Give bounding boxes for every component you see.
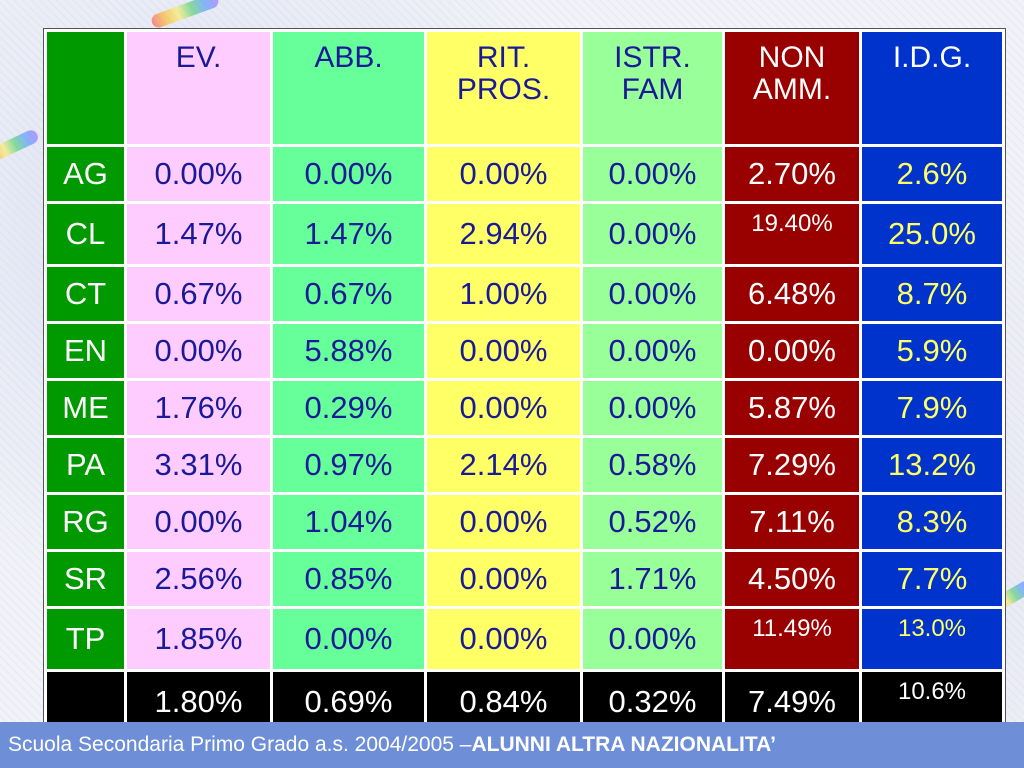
statistics-table: EV. ABB. RIT. PROS. ISTR. FAM NON AM [43, 28, 1006, 736]
non-cell: 7.29% [725, 438, 859, 492]
non-cell: 2.70% [725, 147, 859, 201]
idg-cell: 5.9% [862, 324, 1002, 378]
footer-caption: Scuola Secondaria Primo Grado a.s. 2004/… [0, 733, 776, 757]
header-line: PROS. [456, 72, 551, 106]
table-row: PA 3.31% 0.97% 2.14% 0.58% 7.29% 13.2% [47, 438, 1002, 492]
non-cell: 4.50% [725, 552, 859, 606]
ev-cell: 1.85% [127, 609, 270, 669]
abb-cell: 0.97% [273, 438, 424, 492]
ev-cell: 1.76% [127, 381, 270, 435]
abb-cell: 0.00% [273, 609, 424, 669]
header-istr-fam: ISTR. FAM [583, 32, 722, 144]
ist-cell: 0.00% [583, 324, 722, 378]
ist-cell: 1.71% [583, 552, 722, 606]
rit-cell: 0.00% [427, 381, 580, 435]
non-cell: 6.48% [725, 267, 859, 321]
statistics-table-container: EV. ABB. RIT. PROS. ISTR. FAM NON AM [43, 28, 1006, 736]
footer-highlight: ALUNNI ALTRA NAZIONALITA’ [471, 733, 776, 756]
ev-cell: 1.47% [127, 204, 270, 264]
header-row: EV. ABB. RIT. PROS. ISTR. FAM NON AM [47, 32, 1002, 144]
rit-cell: 0.00% [427, 609, 580, 669]
ev-cell: 3.31% [127, 438, 270, 492]
rit-cell: 0.00% [427, 147, 580, 201]
province-cell: PA [47, 438, 124, 492]
rit-cell: 0.00% [427, 495, 580, 549]
abb-cell: 0.00% [273, 147, 424, 201]
header-line: ABB. [314, 41, 383, 74]
header-ev: EV. [127, 32, 270, 144]
rit-cell: 2.94% [427, 204, 580, 264]
header-line: FAM [621, 72, 684, 106]
idg-cell: 13.0% [862, 609, 1002, 669]
ev-cell: 2.56% [127, 552, 270, 606]
idg-cell: 8.3% [862, 495, 1002, 549]
header-line: AMM. [752, 72, 832, 106]
province-cell: CL [47, 204, 124, 264]
rit-cell: 0.00% [427, 324, 580, 378]
header-abb: ABB. [273, 32, 424, 144]
header-line: ISTR. [614, 41, 691, 74]
ist-cell: 0.52% [583, 495, 722, 549]
ev-cell: 0.00% [127, 495, 270, 549]
header-non-amm: NON AMM. [725, 32, 859, 144]
ist-cell: 0.00% [583, 147, 722, 201]
non-cell: 11.49% [725, 609, 859, 669]
province-cell: AG [47, 147, 124, 201]
footer-prefix: Scuola Secondaria Primo Grado a.s. 2004/… [8, 733, 472, 756]
table-row: SR 2.56% 0.85% 0.00% 1.71% 4.50% 7.7% [47, 552, 1002, 606]
header-line: EV. [175, 41, 222, 74]
abb-cell: 0.85% [273, 552, 424, 606]
header-blank-cell [47, 32, 124, 144]
ev-cell: 0.00% [127, 147, 270, 201]
abb-cell: 1.04% [273, 495, 424, 549]
ist-cell: 0.00% [583, 267, 722, 321]
province-cell: SR [47, 552, 124, 606]
ist-cell: 0.58% [583, 438, 722, 492]
idg-cell: 2.6% [862, 147, 1002, 201]
abb-cell: 5.88% [273, 324, 424, 378]
idg-cell: 8.7% [862, 267, 1002, 321]
non-cell: 7.11% [725, 495, 859, 549]
idg-cell: 7.7% [862, 552, 1002, 606]
idg-cell: 7.9% [862, 381, 1002, 435]
abb-cell: 1.47% [273, 204, 424, 264]
footer-bar: Scuola Secondaria Primo Grado a.s. 2004/… [0, 722, 1024, 768]
decorative-rainbow-stripe [149, 0, 221, 30]
header-line: RIT. [476, 41, 531, 74]
province-cell: EN [47, 324, 124, 378]
non-cell: 0.00% [725, 324, 859, 378]
province-cell: ME [47, 381, 124, 435]
ist-cell: 0.00% [583, 381, 722, 435]
table-row: TP 1.85% 0.00% 0.00% 0.00% 11.49% 13.0% [47, 609, 1002, 669]
abb-cell: 0.29% [273, 381, 424, 435]
rit-cell: 0.00% [427, 552, 580, 606]
table-row: AG 0.00% 0.00% 0.00% 0.00% 2.70% 2.6% [47, 147, 1002, 201]
non-cell: 19.40% [725, 204, 859, 264]
decorative-rainbow-stripe [0, 127, 41, 167]
ist-cell: 0.00% [583, 609, 722, 669]
rit-cell: 1.00% [427, 267, 580, 321]
header-rit-pros: RIT. PROS. [427, 32, 580, 144]
ist-cell: 0.00% [583, 204, 722, 264]
table-row: CL 1.47% 1.47% 2.94% 0.00% 19.40% 25.0% [47, 204, 1002, 264]
ev-cell: 0.67% [127, 267, 270, 321]
abb-cell: 0.67% [273, 267, 424, 321]
header-line: I.D.G. [892, 41, 972, 74]
province-cell: RG [47, 495, 124, 549]
table-row: RG 0.00% 1.04% 0.00% 0.52% 7.11% 8.3% [47, 495, 1002, 549]
table-row: CT 0.67% 0.67% 1.00% 0.00% 6.48% 8.7% [47, 267, 1002, 321]
header-idg: I.D.G. [862, 32, 1002, 144]
non-cell: 5.87% [725, 381, 859, 435]
header-line: NON [758, 41, 826, 74]
idg-cell: 25.0% [862, 204, 1002, 264]
province-cell: TP [47, 609, 124, 669]
province-cell: CT [47, 267, 124, 321]
idg-cell: 13.2% [862, 438, 1002, 492]
table-row: ME 1.76% 0.29% 0.00% 0.00% 5.87% 7.9% [47, 381, 1002, 435]
table-row: EN 0.00% 5.88% 0.00% 0.00% 0.00% 5.9% [47, 324, 1002, 378]
ev-cell: 0.00% [127, 324, 270, 378]
rit-cell: 2.14% [427, 438, 580, 492]
